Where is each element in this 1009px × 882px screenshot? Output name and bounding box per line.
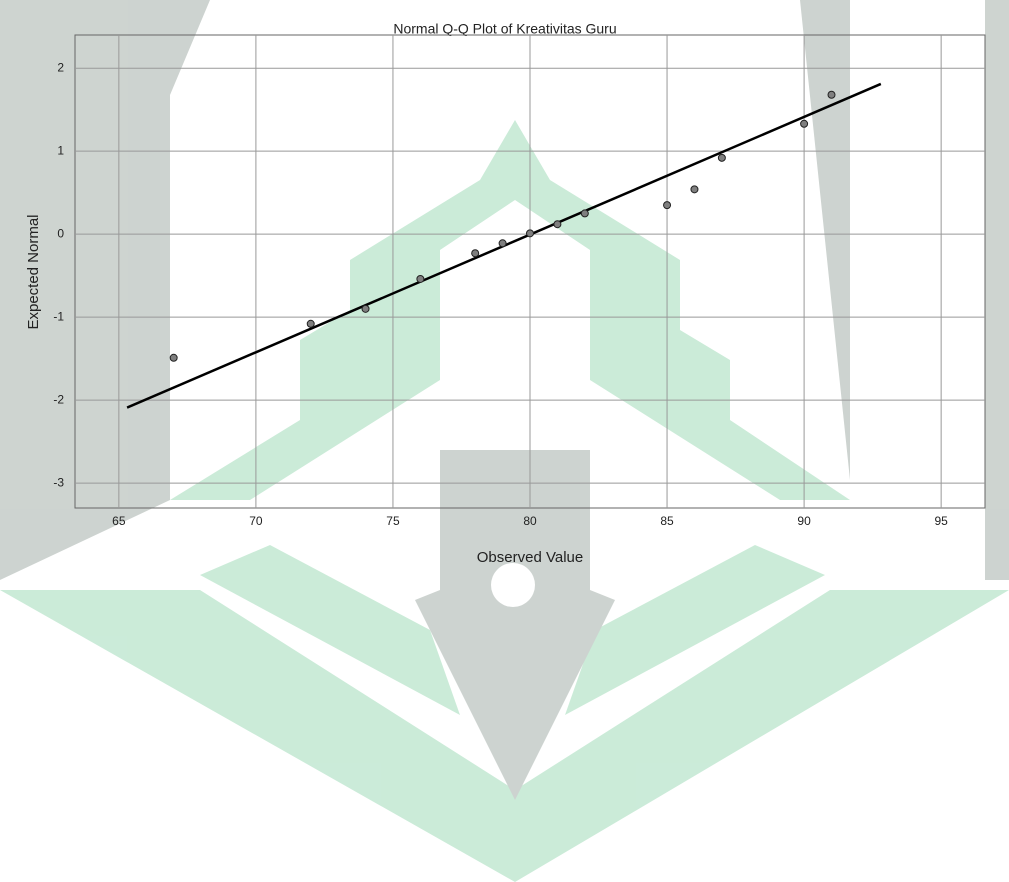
y-tick-label: -1 xyxy=(53,309,64,323)
point xyxy=(663,201,672,210)
watermark-left xyxy=(200,545,460,715)
point xyxy=(800,119,809,128)
y-tick-label: 2 xyxy=(57,60,64,74)
point xyxy=(361,304,370,313)
watermark-roof xyxy=(170,120,850,500)
point xyxy=(471,249,480,258)
chart-title: Normal Q-Q Plot of Kreativitas Guru xyxy=(393,21,616,37)
y-tick-label: 1 xyxy=(57,143,64,157)
x-tick-label: 80 xyxy=(523,514,537,528)
x-tick-label: 75 xyxy=(386,514,400,528)
y-tick-label: -2 xyxy=(53,392,64,406)
point xyxy=(690,185,699,194)
watermark-right xyxy=(565,545,825,715)
watermark-pen xyxy=(415,450,615,800)
point xyxy=(717,153,726,162)
y-axis-label: Expected Normal xyxy=(25,214,42,329)
x-tick-label: 90 xyxy=(797,514,811,528)
x-tick-label: 65 xyxy=(112,514,126,528)
point xyxy=(526,229,534,238)
point xyxy=(416,274,425,283)
watermark-pen-hole xyxy=(491,563,535,607)
point xyxy=(306,319,315,328)
x-tick-label: 70 xyxy=(249,514,263,528)
point xyxy=(169,353,178,362)
y-tick-label: -3 xyxy=(53,475,64,489)
point xyxy=(827,90,836,99)
x-axis-label: Observed Value xyxy=(477,549,583,566)
watermark-chevron xyxy=(0,590,1009,882)
y-tick-label: 0 xyxy=(57,226,64,240)
watermark-gray xyxy=(0,0,1009,580)
point xyxy=(498,239,507,248)
x-tick-label: 95 xyxy=(934,514,948,528)
point xyxy=(553,220,562,229)
point xyxy=(580,209,589,218)
x-tick-label: 85 xyxy=(660,514,674,528)
